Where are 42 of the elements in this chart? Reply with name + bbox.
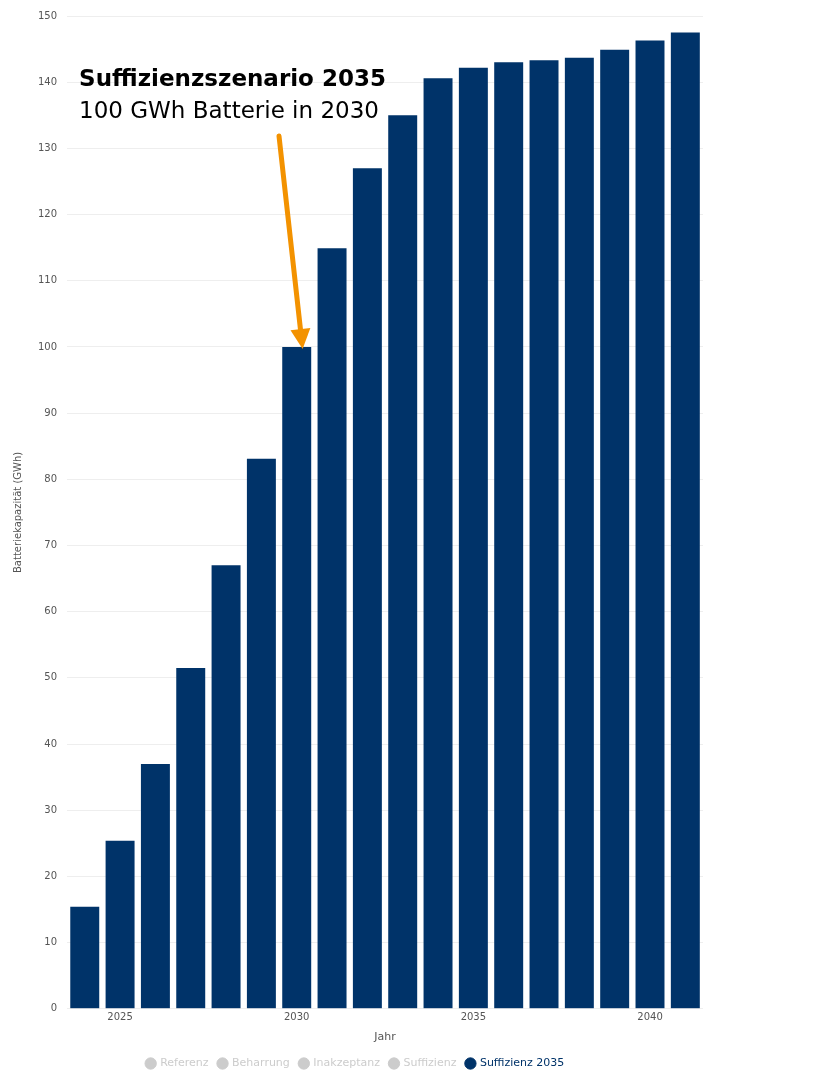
bar bbox=[529, 60, 559, 1009]
x-tick-label: 2025 bbox=[107, 1011, 133, 1023]
x-tick-label: 2035 bbox=[460, 1011, 487, 1023]
bar bbox=[635, 40, 665, 1009]
bar bbox=[246, 458, 276, 1009]
y-tick-label: 10 bbox=[44, 936, 58, 948]
y-tick-label: 120 bbox=[37, 208, 58, 220]
y-tick-label: 140 bbox=[37, 75, 58, 87]
bar bbox=[140, 763, 170, 1009]
bar bbox=[105, 840, 135, 1009]
y-tick-label: 20 bbox=[44, 870, 58, 882]
bar bbox=[670, 32, 700, 1009]
y-tick-label: 0 bbox=[50, 1002, 58, 1014]
bar bbox=[494, 62, 524, 1009]
y-tick-label: 30 bbox=[44, 803, 58, 815]
annotation: Suffizienzszenario 2035 bbox=[79, 65, 386, 91]
y-tick-label: 40 bbox=[44, 737, 58, 749]
y-tick-label: 70 bbox=[44, 539, 58, 551]
x-tick-label: 2040 bbox=[637, 1011, 663, 1023]
x-tick-label: 2030 bbox=[284, 1011, 310, 1023]
bar bbox=[388, 115, 418, 1009]
y-tick-label: 130 bbox=[37, 141, 58, 153]
y-tick-label: 60 bbox=[44, 605, 58, 617]
y-tick-label: 100 bbox=[37, 340, 58, 352]
bar bbox=[352, 168, 382, 1009]
bar bbox=[458, 67, 488, 1009]
y-tick-label: 110 bbox=[37, 274, 58, 286]
y-tick-label: 150 bbox=[37, 9, 58, 21]
bar bbox=[423, 78, 453, 1009]
bar bbox=[600, 49, 630, 1009]
legend-label: Suffizienz 2035 bbox=[479, 1056, 565, 1070]
bar bbox=[317, 248, 347, 1009]
y-tick-label: 50 bbox=[44, 671, 58, 683]
y-tick-label: 90 bbox=[44, 406, 58, 418]
bar bbox=[70, 906, 100, 1009]
y-axis-title: Batteriekapazität (GWh) bbox=[11, 451, 23, 573]
x-axis-title: Jahr bbox=[373, 1030, 397, 1044]
bar bbox=[211, 565, 241, 1009]
bar bbox=[564, 57, 594, 1009]
y-tick-label: 80 bbox=[44, 472, 58, 484]
annotation: 100 GWh Batterie in 2030 bbox=[79, 97, 379, 123]
bar bbox=[176, 667, 206, 1009]
